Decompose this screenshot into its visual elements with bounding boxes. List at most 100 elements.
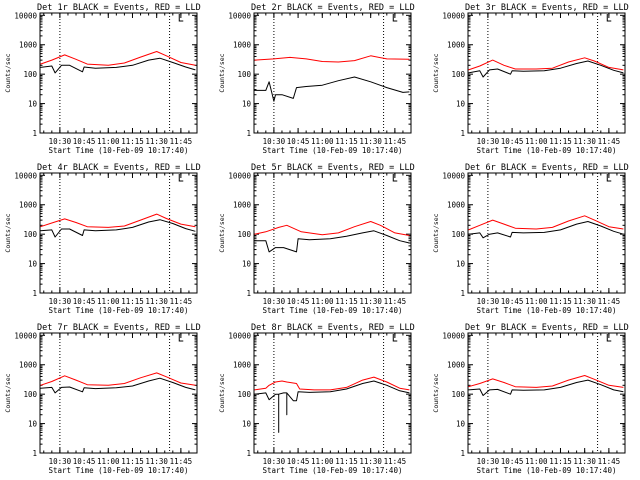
x-tick-label: 11:30 — [573, 457, 596, 466]
x-tick-label: 10:45 — [287, 457, 310, 466]
events-series-line — [468, 379, 624, 396]
x-tick-label: 11:15 — [121, 297, 144, 306]
events-series-line — [40, 377, 196, 394]
y-tick-label: 10 — [28, 100, 38, 109]
y-axis-label: Counts/sec — [4, 213, 12, 252]
lld-series-line — [468, 57, 624, 71]
panel-title: Det 4r BLACK = Events, RED = LLD — [37, 163, 201, 173]
detector-panel-8: Det 8r BLACK = Events, RED = LLD 1 10 100 10… — [218, 323, 415, 475]
events-series-line — [468, 60, 624, 78]
x-tick-label: 10:30 — [477, 297, 500, 306]
x-axis-label: Start Time (10-Feb-09 10:17:40) — [263, 466, 403, 475]
panel-title: Det 1r BLACK = Events, RED = LLD — [37, 3, 201, 13]
x-tick-label: 10:45 — [73, 297, 96, 306]
y-axis-label: Counts/sec — [218, 213, 226, 252]
x-tick-label: 10:30 — [49, 297, 72, 306]
x-axis-label: Start Time (10-Feb-09 10:17:40) — [477, 146, 617, 155]
marker-symbol — [606, 334, 612, 342]
y-axis-label: Counts/sec — [218, 373, 226, 412]
x-tick-label: 10:30 — [477, 137, 500, 146]
y-tick-label: 100 — [23, 70, 37, 79]
axes-frame — [467, 332, 626, 454]
y-tick-label: 100 — [23, 230, 37, 239]
x-tick-label: 11:45 — [384, 137, 407, 146]
marker-symbol — [178, 174, 184, 182]
axes-frame — [467, 172, 626, 294]
y-tick-label: 10 — [456, 100, 466, 109]
x-tick-label: 11:15 — [335, 297, 358, 306]
y-tick-label: 1000 — [19, 201, 38, 210]
x-tick-label: 11:45 — [384, 297, 407, 306]
x-tick-label: 10:45 — [501, 297, 524, 306]
y-tick-label: 10000 — [228, 171, 251, 180]
y-tick-label: 100 — [237, 230, 251, 239]
detector-panel-7: Det 7r BLACK = Events, RED = LLD 1 10 100 10… — [4, 323, 201, 475]
x-tick-label: 11:00 — [97, 137, 120, 146]
marker-symbol — [178, 334, 184, 342]
x-tick-label: 10:45 — [501, 137, 524, 146]
y-tick-label: 1 — [460, 449, 465, 458]
y-tick-label: 100 — [451, 230, 465, 239]
panel-title: Det 7r BLACK = Events, RED = LLD — [37, 323, 201, 333]
x-tick-label: 11:30 — [359, 457, 382, 466]
x-tick-label: 10:45 — [287, 297, 310, 306]
x-tick-label: 11:45 — [384, 457, 407, 466]
x-tick-label: 10:30 — [263, 457, 286, 466]
y-tick-label: 10 — [242, 420, 252, 429]
lld-series-line — [468, 375, 624, 388]
x-tick-label: 10:45 — [501, 457, 524, 466]
y-tick-label: 1 — [32, 129, 37, 138]
y-tick-label: 100 — [451, 390, 465, 399]
x-tick-label: 11:45 — [170, 457, 193, 466]
x-tick-label: 11:15 — [549, 297, 572, 306]
detector-panel-5: Det 5r BLACK = Events, RED = LLD 1 10 100 10… — [218, 163, 415, 315]
y-tick-label: 100 — [237, 70, 251, 79]
x-tick-label: 11:00 — [97, 457, 120, 466]
y-tick-label: 1000 — [233, 201, 252, 210]
x-tick-label: 11:45 — [598, 457, 621, 466]
x-tick-label: 11:30 — [573, 137, 596, 146]
y-tick-label: 10000 — [14, 331, 37, 340]
x-tick-label: 11:15 — [335, 137, 358, 146]
x-axis-label: Start Time (10-Feb-09 10:17:40) — [49, 306, 189, 315]
x-tick-label: 11:15 — [121, 457, 144, 466]
y-axis-label: Counts/sec — [432, 213, 440, 252]
panel-title: Det 3r BLACK = Events, RED = LLD — [465, 3, 629, 13]
x-tick-label: 11:15 — [549, 137, 572, 146]
marker-symbol — [178, 14, 184, 22]
y-tick-label: 1 — [246, 289, 251, 298]
axes-frame — [467, 12, 626, 134]
x-tick-label: 11:30 — [359, 297, 382, 306]
events-series-line — [254, 230, 410, 253]
x-tick-label: 11:45 — [598, 137, 621, 146]
axes-frame — [39, 332, 198, 454]
marker-symbol — [606, 174, 612, 182]
events-series-line — [254, 380, 410, 433]
y-tick-label: 10 — [28, 260, 38, 269]
y-tick-label: 1 — [32, 289, 37, 298]
x-tick-label: 10:45 — [287, 137, 310, 146]
detector-panel-1: Det 1r BLACK = Events, RED = LLD 1 10 100 10… — [4, 3, 201, 155]
x-tick-label: 11:00 — [525, 457, 548, 466]
detector-panel-2: Det 2r BLACK = Events, RED = LLD 1 10 100 10… — [218, 3, 415, 155]
y-axis-label: Counts/sec — [432, 53, 440, 92]
x-tick-label: 11:00 — [311, 137, 334, 146]
y-tick-label: 10000 — [14, 11, 37, 20]
y-tick-label: 1000 — [19, 361, 38, 370]
events-series-line — [40, 219, 196, 238]
axes-frame — [253, 172, 412, 294]
y-tick-label: 1000 — [233, 361, 252, 370]
x-tick-label: 10:30 — [263, 137, 286, 146]
x-tick-label: 11:30 — [145, 137, 168, 146]
x-tick-label: 11:45 — [598, 297, 621, 306]
events-series-line — [468, 221, 624, 239]
x-tick-label: 10:30 — [263, 297, 286, 306]
axes-frame — [39, 12, 198, 134]
x-axis-label: Start Time (10-Feb-09 10:17:40) — [49, 466, 189, 475]
y-tick-label: 1 — [246, 129, 251, 138]
detector-panel-6: Det 6r BLACK = Events, RED = LLD 1 10 100 10… — [432, 163, 629, 315]
x-tick-label: 11:00 — [97, 297, 120, 306]
y-tick-label: 10000 — [442, 171, 465, 180]
panel-title: Det 6r BLACK = Events, RED = LLD — [465, 163, 629, 173]
x-tick-label: 10:30 — [49, 457, 72, 466]
